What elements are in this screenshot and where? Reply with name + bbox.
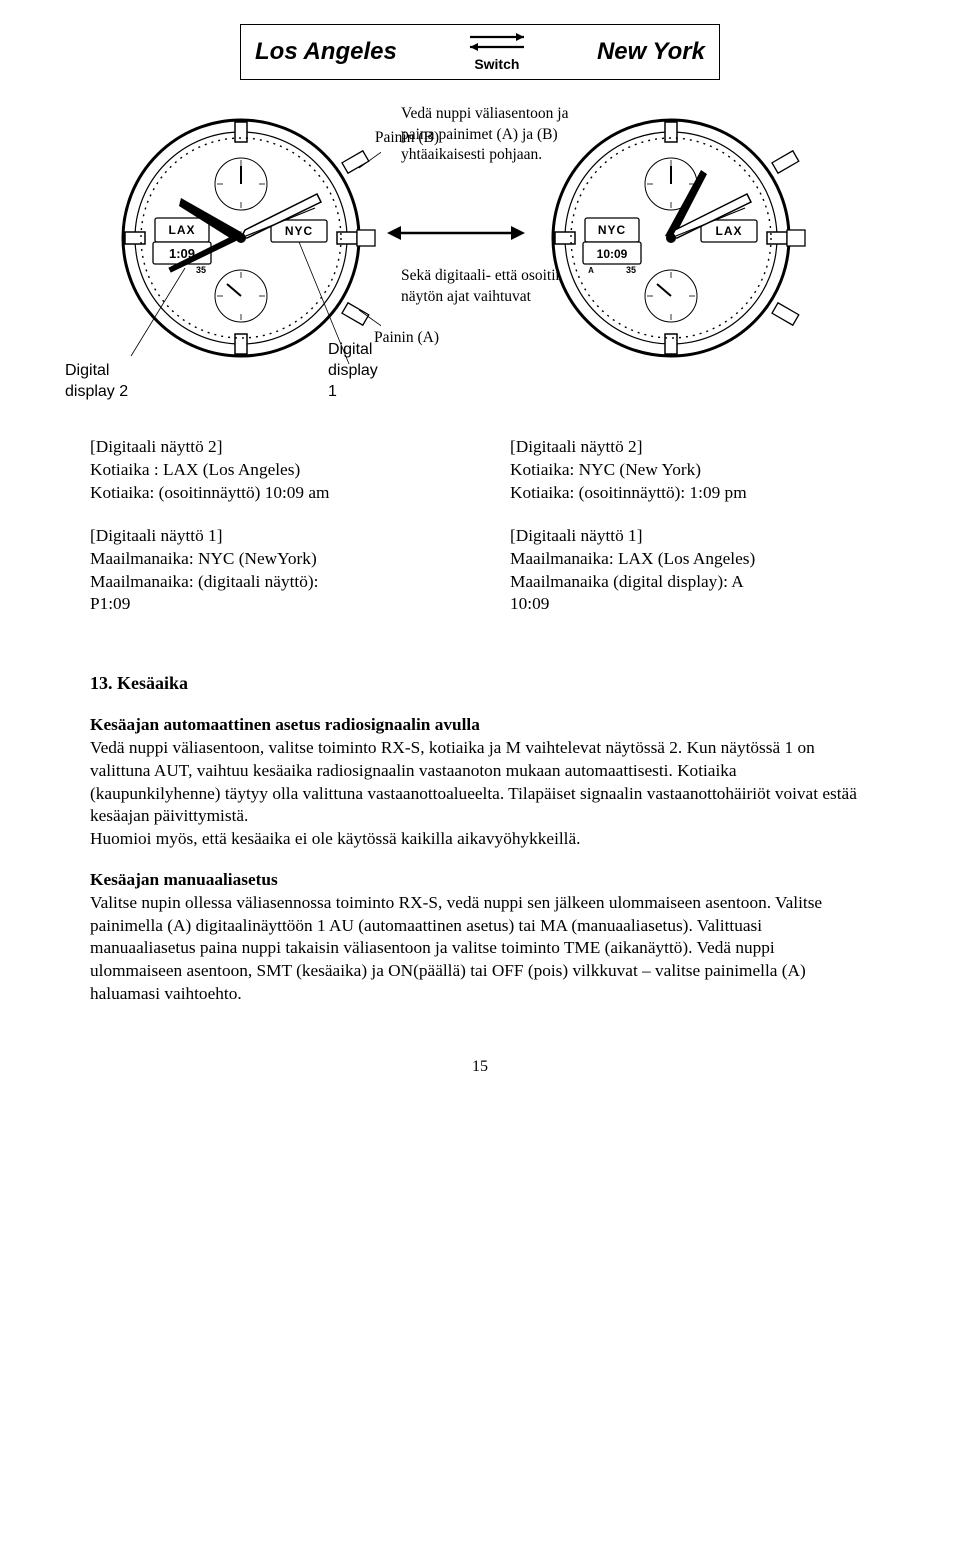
block-left-2: [Digitaali näyttö 1] Maailmanaika: NYC (… xyxy=(90,525,450,616)
line: [Digitaali näyttö 2] xyxy=(90,436,450,459)
block-right-1: [Digitaali näyttö 2] Kotiaika: NYC (New … xyxy=(510,436,870,504)
switch-city-left: Los Angeles xyxy=(255,36,397,68)
watch-right: NYC 10:09 35 A LAX xyxy=(531,98,811,378)
paragraph-manual-text: Valitse nupin ollessa väliasennossa toim… xyxy=(90,893,822,1003)
switch-box: Los Angeles Switch New York xyxy=(240,24,720,80)
line: Kotiaika: (osoitinnäyttö) 10:09 am xyxy=(90,482,450,505)
line: Kotiaika : LAX (Los Angeles) xyxy=(90,459,450,482)
watch-left-wrap: LAX 1:09 35 NYC xyxy=(101,98,381,378)
paragraph-auto-text2: Huomioi myös, että kesäaika ei ole käytö… xyxy=(90,829,580,848)
watches-row: LAX 1:09 35 NYC xyxy=(90,98,870,378)
paragraph-auto: Kesäajan automaattinen asetus radiosigna… xyxy=(90,714,870,851)
line: 10:09 xyxy=(510,593,870,616)
svg-text:LAX: LAX xyxy=(716,224,743,238)
watch-left: LAX 1:09 35 NYC xyxy=(101,98,381,378)
svg-text:10:09: 10:09 xyxy=(597,247,628,261)
line: [Digitaali näyttö 2] xyxy=(510,436,870,459)
switch-mid: Switch xyxy=(462,31,532,73)
page-number: 15 xyxy=(90,1056,870,1077)
svg-text:A: A xyxy=(588,266,594,275)
digital-display-2-label: Digital display 2 xyxy=(65,360,128,402)
line: Maailmanaika (digital display): A xyxy=(510,571,870,594)
watch-right-wrap: NYC 10:09 35 A LAX xyxy=(531,98,811,378)
text-columns: [Digitaali näyttö 2] Kotiaika : LAX (Los… xyxy=(90,436,870,636)
col-left: [Digitaali näyttö 2] Kotiaika : LAX (Los… xyxy=(90,436,450,636)
line: Maailmanaika: NYC (NewYork) xyxy=(90,548,450,571)
section-heading: 13. Kesäaika xyxy=(90,672,870,696)
line: [Digitaali näyttö 1] xyxy=(90,525,450,548)
switch-city-right: New York xyxy=(597,36,705,68)
between-arrow-icon xyxy=(381,218,531,255)
paragraph-manual: Kesäajan manuaaliasetus Valitse nupin ol… xyxy=(90,869,870,1006)
line: P1:09 xyxy=(90,593,450,616)
switch-label: Switch xyxy=(474,55,519,73)
switch-arrows-icon xyxy=(462,31,532,53)
svg-text:35: 35 xyxy=(626,265,636,275)
digital-display-1-label: Digital display 1 xyxy=(328,339,381,402)
subheading-manual: Kesäajan manuaaliasetus xyxy=(90,870,278,889)
svg-text:NYC: NYC xyxy=(285,224,313,238)
col-right: [Digitaali näyttö 2] Kotiaika: NYC (New … xyxy=(510,436,870,636)
subheading-auto: Kesäajan automaattinen asetus radiosigna… xyxy=(90,715,480,734)
block-right-2: [Digitaali näyttö 1] Maailmanaika: LAX (… xyxy=(510,525,870,616)
svg-text:NYC: NYC xyxy=(598,223,626,237)
line: Kotiaika: NYC (New York) xyxy=(510,459,870,482)
line: Kotiaika: (osoitinnäyttö): 1:09 pm xyxy=(510,482,870,505)
line: [Digitaali näyttö 1] xyxy=(510,525,870,548)
paragraph-auto-text: Vedä nuppi väliasentoon, valitse toimint… xyxy=(90,738,857,825)
line: Maailmanaika: LAX (Los Angeles) xyxy=(510,548,870,571)
button-a-label: Painin (A) xyxy=(374,328,439,348)
block-left-1: [Digitaali näyttö 2] Kotiaika : LAX (Los… xyxy=(90,436,450,504)
line: Maailmanaika: (digitaali näyttö): xyxy=(90,571,450,594)
svg-text:LAX: LAX xyxy=(169,223,196,237)
svg-text:35: 35 xyxy=(196,265,206,275)
